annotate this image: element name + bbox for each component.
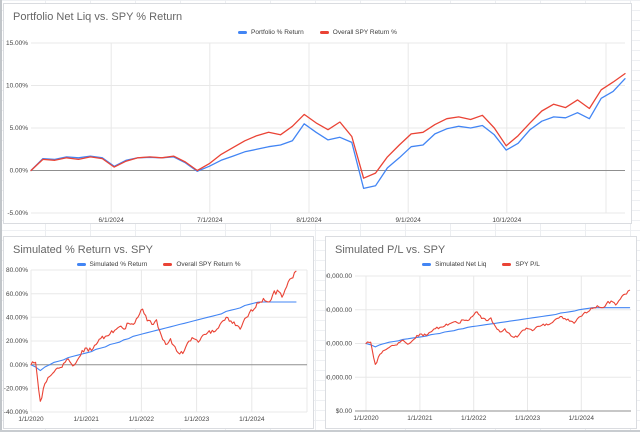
- svg-text:5.00%: 5.00%: [10, 125, 29, 132]
- chart-panel-portfolio-vs-spy[interactable]: Portfolio Net Liq vs. SPY % Return Portf…: [3, 3, 632, 224]
- svg-text:40.00%: 40.00%: [6, 315, 28, 322]
- chart-title: Simulated % Return vs. SPY: [13, 244, 154, 256]
- svg-text:8/1/2024: 8/1/2024: [296, 217, 322, 223]
- chart-canvas: 15.00% 10.00% 5.00% 0.00% -5.00% 6/1/2024 7/1/…: [6, 40, 626, 223]
- window-edge: [0, 430, 640, 432]
- svg-text:10.00%: 10.00%: [6, 83, 28, 90]
- svg-text:$200,000.00: $200,000.00: [326, 341, 352, 348]
- svg-text:$0.00: $0.00: [336, 408, 353, 415]
- chart-panel-simulated-pl-vs-spy[interactable]: Simulated P/L vs. SPY Simulated Net Liq …: [325, 236, 637, 429]
- svg-text:15.00%: 15.00%: [6, 40, 28, 47]
- svg-text:$300,000.00: $300,000.00: [326, 307, 352, 314]
- svg-text:1/1/2021: 1/1/2021: [407, 415, 433, 422]
- svg-text:10/1/2024: 10/1/2024: [492, 217, 521, 223]
- svg-text:9/1/2024: 9/1/2024: [396, 217, 422, 223]
- legend-label: Simulated Net Liq: [435, 261, 487, 268]
- legend-item: Overall SPY Return %: [319, 29, 397, 36]
- chart-canvas: 80.00% 60.00% 40.00% 20.00% 0.00% -20.00% -40.…: [4, 267, 308, 423]
- svg-text:1/1/2021: 1/1/2021: [74, 416, 100, 423]
- chart-title: Simulated P/L vs. SPY: [335, 244, 446, 256]
- legend-label: Portfolio % Return: [251, 29, 304, 36]
- chart-legend: Portfolio % Return Overall SPY Return %: [4, 29, 631, 36]
- svg-text:-40.00%: -40.00%: [4, 409, 28, 416]
- chart-legend: Simulated Net Liq SPY P/L: [326, 261, 636, 268]
- svg-text:1/1/2020: 1/1/2020: [353, 415, 379, 422]
- svg-text:1/1/2020: 1/1/2020: [18, 416, 44, 423]
- svg-text:-5.00%: -5.00%: [7, 210, 28, 217]
- legend-line-swatch-icon: [502, 263, 512, 266]
- svg-text:7/1/2024: 7/1/2024: [197, 217, 223, 223]
- svg-text:1/1/2022: 1/1/2022: [461, 415, 487, 422]
- legend-line-swatch-icon: [76, 263, 86, 266]
- svg-text:$400,000.00: $400,000.00: [326, 273, 352, 280]
- svg-text:6/1/2024: 6/1/2024: [99, 217, 125, 223]
- chart-legend: Simulated % Return Overall SPY Return %: [4, 261, 313, 268]
- legend-label: Simulated % Return: [89, 261, 148, 268]
- legend-item: SPY P/L: [502, 261, 540, 268]
- window-edge: [0, 0, 2, 432]
- svg-text:1/1/2023: 1/1/2023: [515, 415, 541, 422]
- legend-line-swatch-icon: [238, 31, 248, 34]
- chart-title: Portfolio Net Liq vs. SPY % Return: [13, 11, 183, 23]
- legend-label: SPY P/L: [515, 261, 540, 268]
- legend-item: Simulated % Return: [76, 261, 148, 268]
- svg-text:60.00%: 60.00%: [6, 291, 28, 298]
- legend-line-swatch-icon: [163, 263, 173, 266]
- legend-item: Simulated Net Liq: [422, 261, 486, 268]
- legend-item: Overall SPY Return %: [163, 261, 241, 268]
- svg-text:-20.00%: -20.00%: [4, 386, 28, 393]
- svg-text:1/1/2024: 1/1/2024: [569, 415, 595, 422]
- svg-text:1/1/2022: 1/1/2022: [129, 416, 155, 423]
- svg-text:0.00%: 0.00%: [10, 168, 29, 175]
- legend-label: Overall SPY Return %: [176, 261, 241, 268]
- svg-text:20.00%: 20.00%: [6, 338, 28, 345]
- legend-item: Portfolio % Return: [238, 29, 304, 36]
- chart-panel-simulated-return-vs-spy[interactable]: Simulated % Return vs. SPY Simulated % R…: [3, 236, 314, 429]
- svg-text:1/1/2024: 1/1/2024: [239, 416, 265, 423]
- chart-canvas: $400,000.00 $300,000.00 $200,000.00 $100,00…: [326, 273, 631, 422]
- legend-line-swatch-icon: [422, 263, 432, 266]
- svg-text:0.00%: 0.00%: [10, 362, 29, 369]
- legend-label: Overall SPY Return %: [332, 29, 397, 36]
- svg-text:1/1/2023: 1/1/2023: [184, 416, 210, 423]
- svg-text:$100,000.00: $100,000.00: [326, 375, 352, 382]
- legend-line-swatch-icon: [319, 31, 329, 34]
- svg-text:80.00%: 80.00%: [6, 267, 28, 274]
